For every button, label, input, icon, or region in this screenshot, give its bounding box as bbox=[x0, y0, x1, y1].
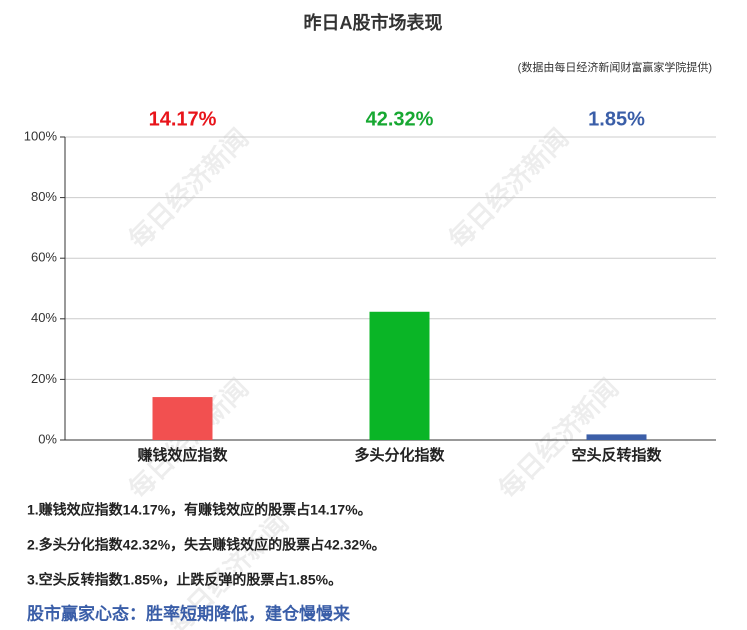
watermark: 每日经济新闻 bbox=[123, 123, 255, 255]
watermark: 每日经济新闻 bbox=[443, 123, 575, 255]
y-tick-label: 20% bbox=[31, 371, 57, 386]
note: 1.赚钱效应指数14.17%，有赚钱效应的股票占14.17%。 bbox=[27, 502, 372, 518]
note: 2.多头分化指数42.32%，失去赚钱效应的股票占42.32%。 bbox=[27, 537, 386, 553]
value-label: 1.85% bbox=[588, 108, 645, 130]
value-label: 14.17% bbox=[149, 108, 217, 130]
y-tick-label: 100% bbox=[24, 128, 58, 143]
chart-title: 昨日A股市场表现 bbox=[304, 12, 443, 33]
conclusion: 股市赢家心态：胜率短期降低，建仓慢慢来 bbox=[27, 603, 351, 623]
note: 3.空头反转指数1.85%，止跌反弹的股票占1.85%。 bbox=[27, 572, 342, 588]
y-tick-label: 40% bbox=[31, 310, 57, 325]
value-label: 42.32% bbox=[366, 108, 434, 130]
bar bbox=[586, 434, 647, 440]
bar bbox=[152, 397, 213, 440]
y-tick-label: 80% bbox=[31, 189, 57, 204]
x-tick-label: 赚钱效应指数 bbox=[136, 446, 228, 464]
chart-subtitle: (数据由每日经济新闻财富赢家学院提供) bbox=[518, 60, 712, 74]
y-tick-label: 0% bbox=[38, 431, 57, 446]
y-tick-label: 60% bbox=[31, 250, 57, 265]
x-tick-label: 多头分化指数 bbox=[354, 446, 445, 464]
x-tick-label: 空头反转指数 bbox=[571, 446, 662, 464]
bar bbox=[369, 311, 430, 440]
